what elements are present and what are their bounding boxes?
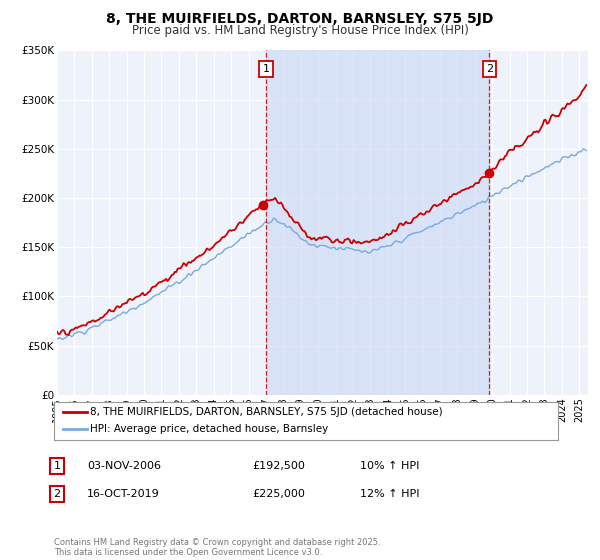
Text: 10% ↑ HPI: 10% ↑ HPI [360, 461, 419, 471]
Text: Price paid vs. HM Land Registry's House Price Index (HPI): Price paid vs. HM Land Registry's House … [131, 24, 469, 36]
Text: £225,000: £225,000 [252, 489, 305, 499]
Text: 03-NOV-2006: 03-NOV-2006 [87, 461, 161, 471]
Text: 2: 2 [486, 64, 493, 74]
Text: £192,500: £192,500 [252, 461, 305, 471]
Text: 1: 1 [262, 64, 269, 74]
Text: 8, THE MUIRFIELDS, DARTON, BARNSLEY, S75 5JD: 8, THE MUIRFIELDS, DARTON, BARNSLEY, S75… [106, 12, 494, 26]
Text: 8, THE MUIRFIELDS, DARTON, BARNSLEY, S75 5JD (detached house): 8, THE MUIRFIELDS, DARTON, BARNSLEY, S75… [90, 407, 443, 417]
Text: 12% ↑ HPI: 12% ↑ HPI [360, 489, 419, 499]
Text: HPI: Average price, detached house, Barnsley: HPI: Average price, detached house, Barn… [90, 424, 329, 435]
Text: Contains HM Land Registry data © Crown copyright and database right 2025.
This d: Contains HM Land Registry data © Crown c… [54, 538, 380, 557]
Text: 1: 1 [53, 461, 61, 471]
Text: 16-OCT-2019: 16-OCT-2019 [87, 489, 160, 499]
Text: 2: 2 [53, 489, 61, 499]
Bar [266, 50, 489, 395]
